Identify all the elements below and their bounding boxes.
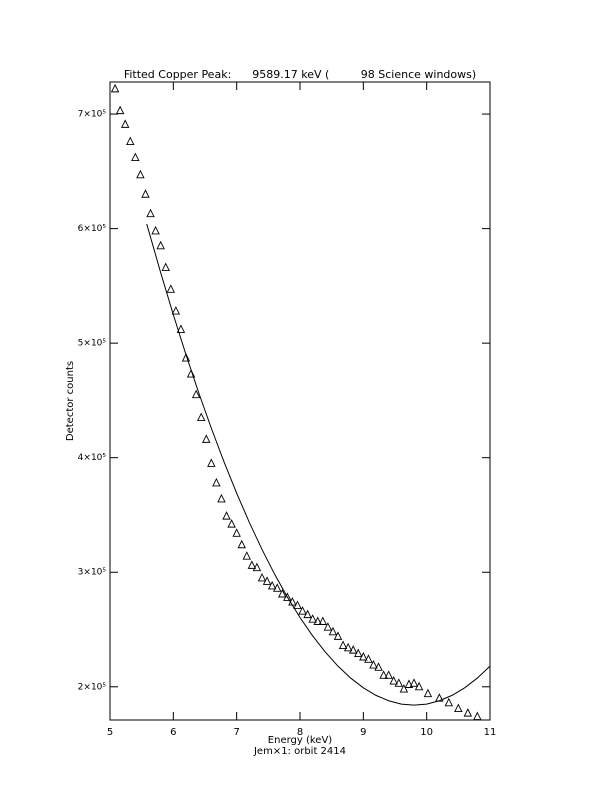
data-point — [348, 645, 358, 654]
data-point — [262, 576, 272, 585]
data-point — [110, 83, 120, 93]
data-point — [136, 169, 145, 179]
data-point — [247, 560, 257, 569]
data-point — [131, 152, 140, 162]
chart-title: Fitted Copper Peak: 9589.17 keV ( 98 Sci… — [124, 68, 476, 81]
y-tick-label: 7×10⁵ — [78, 110, 107, 120]
data-point — [212, 477, 221, 487]
x-tick-label: 7 — [233, 727, 239, 738]
data-point — [237, 539, 246, 549]
data-point — [196, 412, 206, 422]
data-point — [369, 660, 378, 669]
y-tick-label: 5×10⁵ — [78, 339, 107, 349]
data-point — [318, 616, 328, 625]
data-point — [303, 609, 312, 619]
data-point — [473, 711, 482, 721]
y-axis-label: Detector counts — [65, 361, 76, 441]
data-point — [141, 189, 150, 198]
data-point — [444, 697, 454, 707]
data-point — [272, 583, 282, 592]
data-point — [338, 640, 348, 649]
data-point — [156, 240, 165, 250]
data-point — [333, 631, 343, 640]
data-point — [384, 670, 393, 679]
y-tick-label: 3×10⁵ — [78, 568, 107, 578]
y-tick-label: 4×10⁵ — [78, 453, 107, 463]
data-point — [227, 519, 236, 528]
x-tick-label: 11 — [484, 727, 497, 738]
x-tick-label: 5 — [107, 727, 113, 738]
fit-line — [146, 223, 491, 706]
data-point — [308, 614, 317, 623]
data-point — [252, 562, 262, 572]
data-point — [323, 622, 333, 631]
data-point — [126, 136, 135, 146]
data-point — [404, 679, 414, 688]
data-point — [394, 678, 404, 687]
data-point — [328, 626, 338, 636]
data-point — [217, 493, 226, 503]
data-point — [181, 353, 191, 362]
data-point — [399, 684, 409, 693]
x-tick-label: 9 — [360, 727, 366, 738]
data-point — [379, 670, 388, 679]
data-point — [389, 676, 398, 685]
data-point — [115, 105, 125, 115]
data-point — [454, 703, 463, 712]
data-point — [257, 572, 267, 582]
x-tick-label: 10 — [420, 727, 433, 738]
data-point — [151, 225, 160, 235]
x-tick-label: 6 — [170, 727, 176, 738]
data-point — [343, 642, 353, 652]
data-point — [222, 511, 231, 520]
data-point — [298, 606, 307, 615]
data-point — [146, 208, 155, 218]
y-tick-label: 2×10⁵ — [78, 682, 107, 692]
data-point — [278, 588, 287, 598]
data-point — [267, 580, 277, 590]
data-point — [313, 616, 322, 625]
data-point — [414, 681, 424, 691]
data-point — [176, 324, 186, 333]
data-point — [161, 262, 170, 272]
data-point — [191, 389, 201, 399]
y-tick-label: 6×10⁵ — [78, 224, 107, 234]
data-point — [171, 306, 181, 315]
data-point — [232, 528, 241, 537]
data-point — [166, 284, 176, 293]
data-point — [354, 648, 363, 658]
data-point — [242, 551, 252, 560]
x-tick-label: 8 — [297, 727, 303, 738]
data-point — [409, 678, 419, 687]
data-point — [293, 600, 302, 609]
data-point — [364, 654, 373, 663]
subtitle: Jem×1: orbit 2414 — [253, 746, 346, 757]
data-point — [423, 688, 433, 698]
data-point — [207, 458, 216, 467]
data-point — [202, 434, 211, 443]
x-axis-label: Energy (keV) — [268, 735, 333, 746]
data-point — [120, 119, 130, 128]
data-point — [374, 662, 383, 671]
data-point — [283, 592, 292, 601]
data-point — [463, 708, 473, 717]
data-point — [359, 651, 368, 661]
